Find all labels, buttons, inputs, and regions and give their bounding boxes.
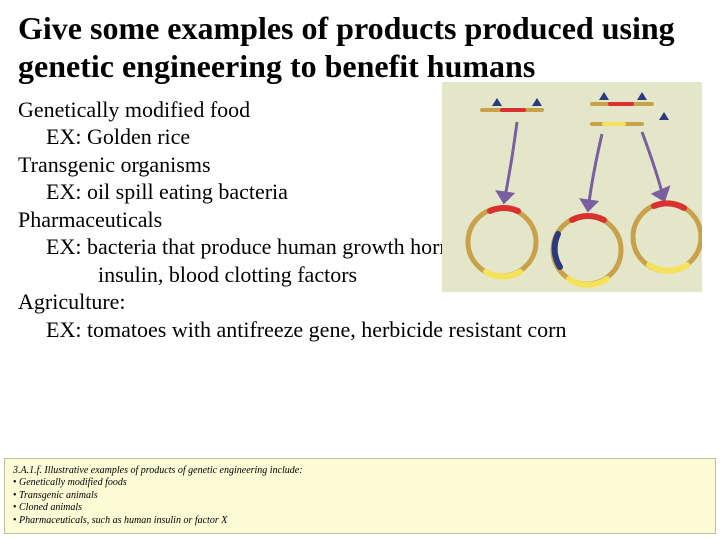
footer-line: 3.A.1.f. Illustrative examples of produc… (13, 465, 707, 478)
body-line: Agriculture: (18, 288, 702, 316)
body-line: EX: tomatoes with antifreeze gene, herbi… (18, 316, 702, 344)
footer-line: Cloned animals (13, 502, 707, 515)
footer-line: Genetically modified foods (13, 477, 707, 490)
slide-title: Give some examples of products produced … (0, 0, 720, 92)
plasmid-diagram (442, 82, 702, 292)
footer-line: Pharmaceuticals, such as human insulin o… (13, 515, 707, 528)
footer-standards-box: 3.A.1.f. Illustrative examples of produc… (4, 458, 716, 535)
footer-line: Transgenic animals (13, 490, 707, 503)
